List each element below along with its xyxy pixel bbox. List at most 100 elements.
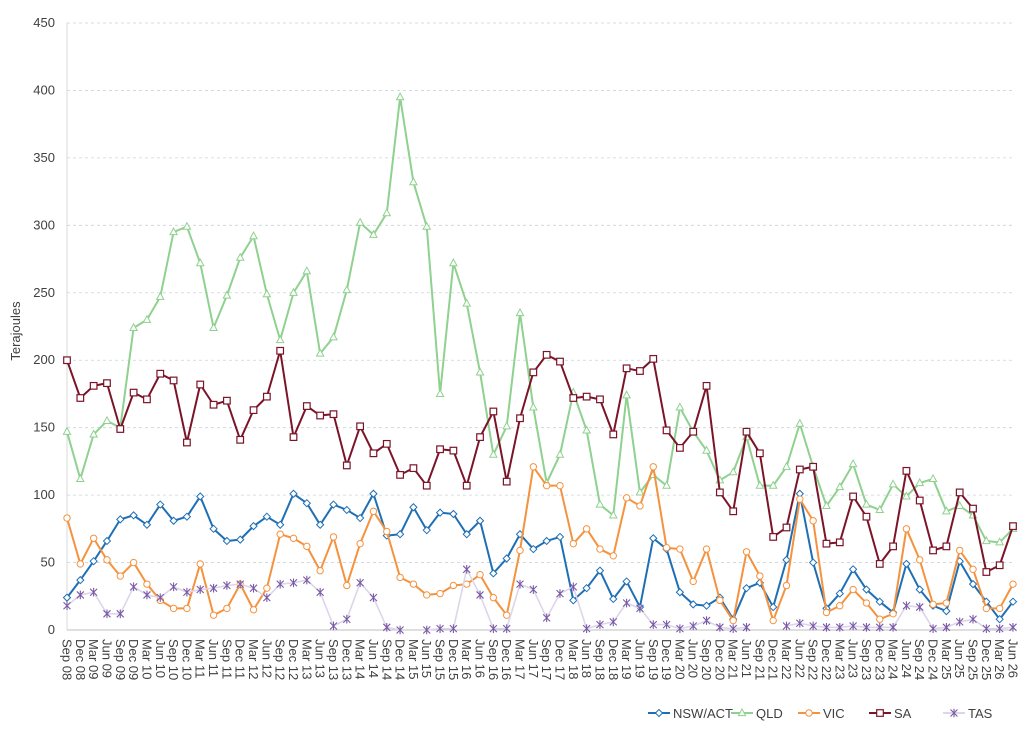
data-point-vic	[196, 560, 204, 568]
data-point-sa	[929, 546, 937, 555]
data-point-nsw-act	[249, 521, 258, 531]
data-point-tas	[422, 625, 431, 635]
data-point-nsw-act	[649, 534, 658, 543]
data-point-nsw-act	[462, 530, 471, 539]
data-point-vic	[702, 545, 711, 553]
data-point-sa	[596, 395, 604, 404]
x-tick-label: Jun 18	[579, 639, 594, 678]
data-point-nsw-act	[169, 516, 178, 525]
x-tick-label: Dec 21	[766, 639, 781, 680]
x-tick-label: Sep 23	[859, 639, 874, 680]
data-point-vic	[1009, 580, 1017, 588]
data-point-qld	[169, 227, 179, 236]
data-point-sa	[822, 539, 831, 548]
data-point-nsw-act	[62, 593, 72, 602]
x-tick-label: Jun 11	[206, 639, 221, 677]
data-point-qld	[995, 537, 1005, 546]
data-point-tas	[862, 623, 871, 632]
data-point-nsw-act	[862, 585, 871, 594]
data-point-sa	[183, 438, 191, 447]
data-point-vic	[862, 599, 871, 607]
data-point-sa	[289, 433, 298, 442]
data-point-tas	[915, 602, 924, 612]
data-point-sa	[89, 381, 98, 390]
data-point-qld	[422, 221, 432, 230]
data-point-sa	[262, 392, 271, 401]
data-point-vic	[889, 610, 897, 618]
data-point-sa	[76, 394, 85, 402]
data-point-nsw-act	[875, 597, 884, 606]
data-point-tas	[942, 623, 951, 632]
data-point-vic	[89, 534, 98, 542]
data-point-qld	[888, 479, 898, 488]
data-point-vic	[209, 611, 218, 619]
data-point-vic	[263, 584, 271, 592]
data-point-sa	[582, 392, 591, 401]
data-point-nsw-act	[902, 559, 911, 569]
data-point-qld	[555, 449, 565, 458]
data-point-vic	[276, 530, 284, 538]
data-point-sa	[329, 410, 338, 419]
data-point-vic	[902, 525, 911, 533]
data-point-nsw-act	[449, 509, 458, 519]
data-point-vic	[582, 525, 591, 533]
data-point-tas	[76, 590, 85, 600]
data-point-tas	[382, 623, 391, 632]
data-point-vic	[103, 556, 111, 564]
x-tick-label: Sep 08	[60, 639, 75, 680]
data-point-qld	[915, 477, 925, 487]
x-tick-label: Jun 16	[473, 639, 488, 678]
data-point-sa	[769, 533, 778, 541]
data-point-qld	[369, 229, 378, 238]
x-tick-label: Sep 18	[592, 639, 607, 680]
data-point-tas	[302, 575, 311, 585]
data-point-tas	[63, 601, 71, 611]
data-point-tas	[262, 593, 271, 602]
data-point-tas	[676, 624, 684, 633]
data-point-qld	[488, 449, 498, 458]
data-point-qld	[355, 217, 365, 226]
data-point-tas	[742, 623, 751, 632]
data-point-tas	[569, 582, 578, 592]
data-point-qld	[209, 322, 219, 331]
y-tick-label: 400	[33, 82, 55, 97]
data-point-tas	[609, 617, 618, 627]
data-point-tas	[582, 624, 591, 633]
x-tick-label: Dec 15	[446, 639, 461, 680]
data-point-nsw-act	[582, 583, 591, 593]
data-point-sa	[622, 364, 631, 373]
data-point-tas	[982, 624, 991, 633]
data-point-sa	[982, 568, 991, 576]
data-point-vic	[769, 616, 777, 625]
data-point-sa	[529, 368, 538, 377]
x-tick-label: Jun 09	[99, 639, 114, 678]
data-point-qld	[75, 473, 85, 483]
x-tick-label: Jun 21	[739, 639, 754, 678]
data-point-nsw-act	[315, 520, 325, 529]
data-point-nsw-act	[262, 512, 272, 521]
x-tick-label: Jun 15	[419, 639, 434, 678]
data-point-sa	[849, 492, 858, 501]
data-point-nsw-act	[609, 594, 618, 604]
data-point-vic	[756, 572, 764, 580]
data-point-sa	[396, 470, 404, 479]
x-tick-label: Mar 13	[299, 639, 314, 679]
data-point-sa	[955, 488, 964, 497]
y-tick-label: 300	[33, 217, 55, 232]
data-point-vic	[129, 558, 138, 567]
data-point-nsw-act	[702, 601, 711, 610]
data-point-vic	[649, 463, 657, 471]
data-point-tas	[476, 590, 484, 600]
data-point-tas	[782, 621, 791, 631]
data-point-qld	[981, 535, 991, 545]
data-point-sa	[902, 466, 911, 475]
x-tick-label: Dec 09	[126, 639, 141, 680]
data-point-qld	[835, 481, 845, 491]
x-tick-label: Sep 14	[379, 639, 394, 680]
x-tick-label: Mar 21	[726, 639, 741, 679]
data-point-tas	[795, 618, 804, 628]
legend: NSW/ACT QLD VIC SA TAS	[648, 706, 993, 721]
data-point-sa	[103, 379, 111, 388]
data-point-sa	[662, 426, 671, 435]
